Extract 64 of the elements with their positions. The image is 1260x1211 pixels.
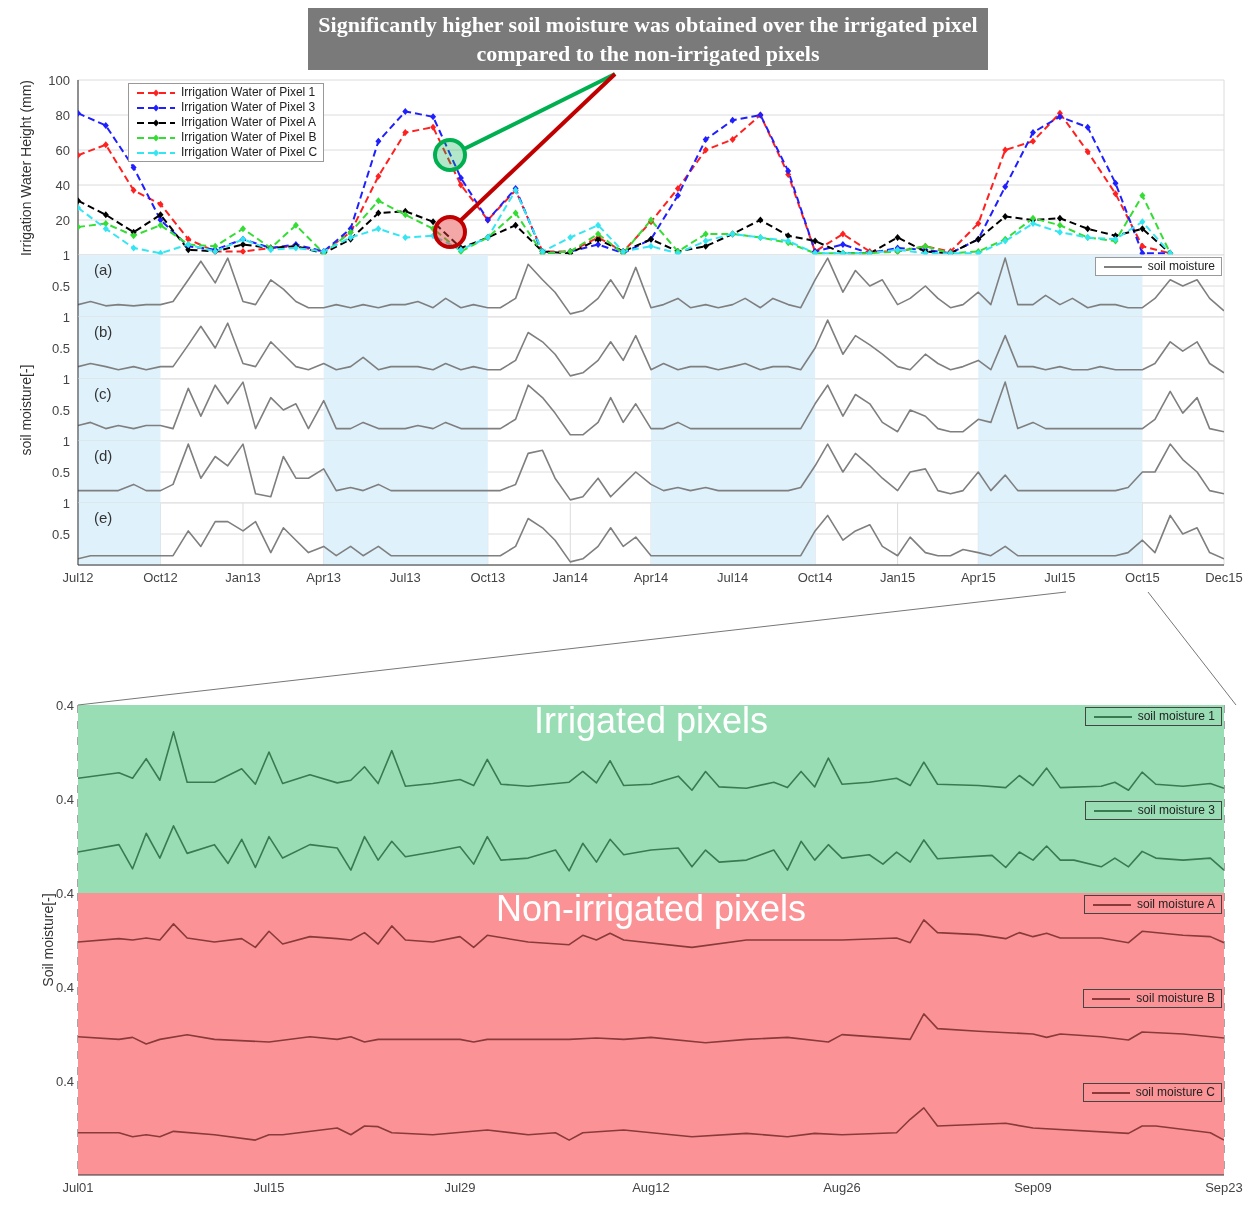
x-tick-label: Jul12 <box>62 570 94 586</box>
annotation: (c) <box>94 385 112 402</box>
x-tick-label: Apr14 <box>633 570 669 586</box>
legend-label: soil moisture B <box>1136 991 1215 1006</box>
x-tick-label: Aug26 <box>823 1180 861 1196</box>
legend-label: Irrigation Water of Pixel C <box>181 145 318 160</box>
text: 0.4 <box>55 1074 74 1089</box>
x-tick-label: Apr13 <box>306 570 342 586</box>
x-tick-label: Dec15 <box>1205 570 1243 586</box>
annotation: (e) <box>94 509 113 526</box>
x-tick-label: Oct12 <box>143 570 178 586</box>
annotation: (b) <box>94 323 113 340</box>
y-tick-label: 20 <box>55 212 70 228</box>
x-tick-label: Jul14 <box>717 570 749 586</box>
y-tick-label: 60 <box>55 142 70 158</box>
y-tick-label: 0.5 <box>51 340 70 356</box>
text: 0.4 <box>55 792 74 807</box>
legend-label: Irrigation Water of Pixel 3 <box>181 100 316 115</box>
y-tick-label: 0.5 <box>51 278 70 294</box>
y-tick-label: 0.5 <box>51 526 70 542</box>
x-tick-label: Oct14 <box>797 570 833 586</box>
legend-label: Irrigation Water of Pixel B <box>181 130 317 145</box>
y-tick-label: 0.5 <box>51 402 70 418</box>
x-tick-label: Aug12 <box>632 1180 670 1196</box>
x-tick-label: Jan13 <box>225 570 261 586</box>
text: 0.4 <box>55 698 74 713</box>
y-axis-title: Irrigation Water Height (mm) <box>18 79 34 256</box>
y-axis-title: soil moisture[-] <box>18 364 34 456</box>
x-tick-label: Jul15 <box>1044 570 1076 586</box>
legend-label: soil moisture C <box>1135 1085 1215 1100</box>
x-tick-label: Sep23 <box>1205 1180 1243 1196</box>
text: Significantly higher soil moisture was obtained over the irrigated pixel compared to the non-irrigated pixels <box>308 8 988 70</box>
y-tick-label: 0.5 <box>51 464 70 480</box>
annotation: (d) <box>94 447 113 464</box>
y-tick-label: 1 <box>62 433 70 449</box>
text: 0.4 <box>55 886 74 901</box>
band-label: Non-irrigated pixels <box>495 887 807 929</box>
y-tick-label: 1 <box>62 247 70 263</box>
legend-label: soil moisture 1 <box>1137 709 1215 724</box>
y-tick-label: 1 <box>62 309 70 325</box>
annotation: (a) <box>94 261 113 278</box>
y-tick-label: 1 <box>62 495 70 511</box>
legend-label: Irrigation Water of Pixel A <box>181 115 316 130</box>
x-tick-label: Jan15 <box>879 570 916 586</box>
y-tick-label: 40 <box>55 177 70 193</box>
x-tick-label: Jul01 <box>62 1180 94 1196</box>
legend-label: soil moisture 3 <box>1137 803 1215 818</box>
x-tick-label: Oct13 <box>470 570 506 586</box>
x-tick-label: Oct15 <box>1125 570 1160 586</box>
y-axis-title: Soil moisture[-] <box>40 893 56 987</box>
y-tick-label: 100 <box>48 72 70 88</box>
legend-label: soil moisture A <box>1136 897 1215 912</box>
legend-label: soil moisture <box>1147 259 1215 274</box>
band-label: Irrigated pixels <box>533 699 769 741</box>
x-tick-label: Jul29 <box>444 1180 476 1196</box>
legend-label: Irrigation Water of Pixel 1 <box>181 85 316 100</box>
y-tick-label: 1 <box>62 371 70 387</box>
x-tick-label: Apr15 <box>960 570 996 586</box>
x-tick-label: Jul15 <box>253 1180 285 1196</box>
x-tick-label: Jul13 <box>389 570 421 586</box>
x-tick-label: Sep09 <box>1014 1180 1052 1196</box>
text: 0.4 <box>55 980 74 995</box>
y-tick-label: 80 <box>55 107 70 123</box>
x-tick-label: Jan14 <box>552 570 589 586</box>
